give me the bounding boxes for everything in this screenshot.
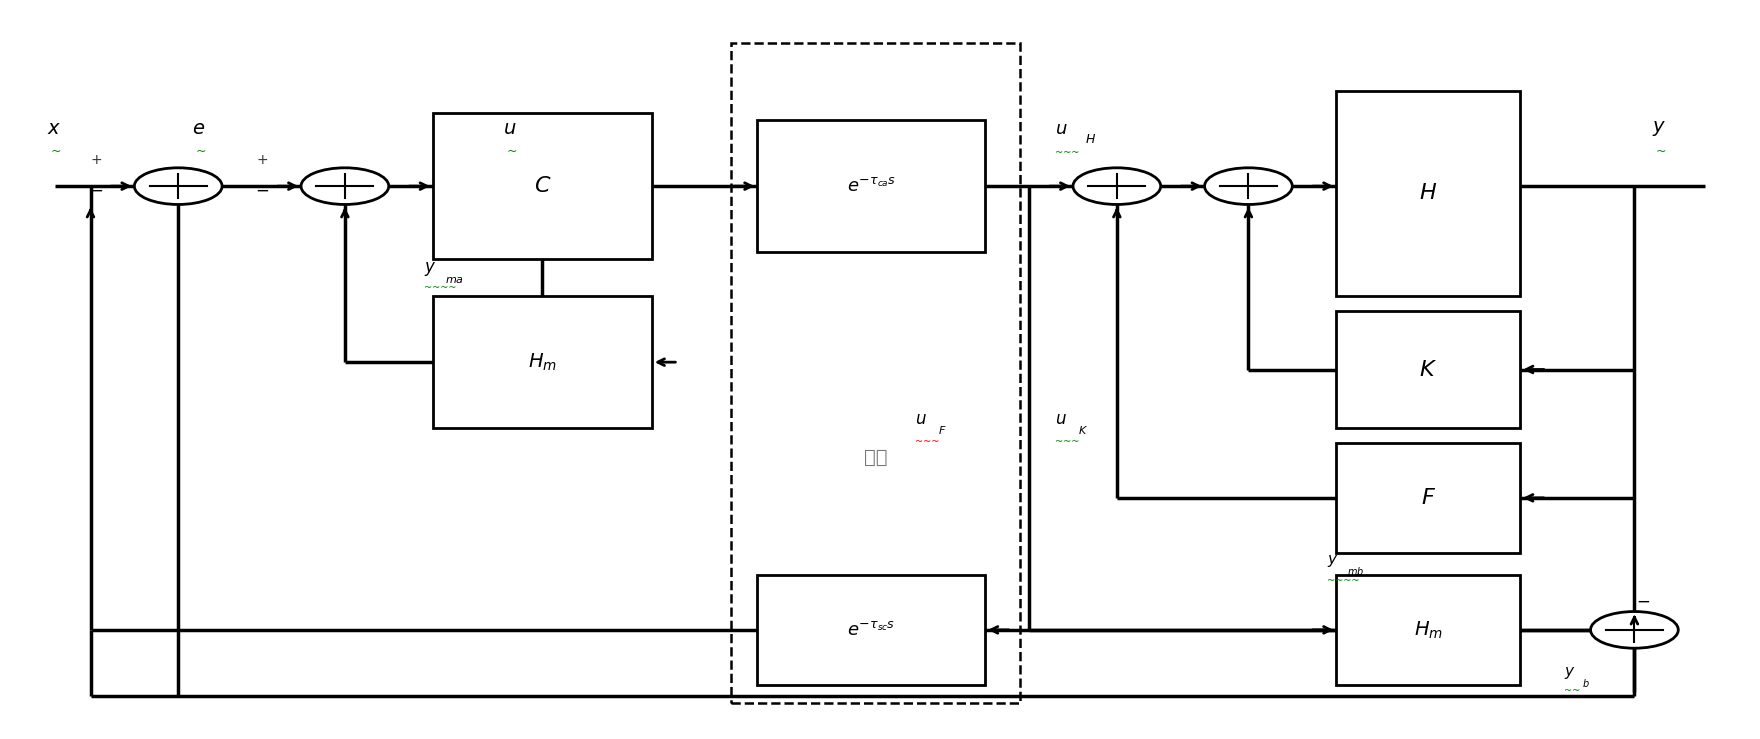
Bar	[757, 120, 986, 252]
Text: $e^{-\tau_{ca}s}$: $e^{-\tau_{ca}s}$	[847, 177, 896, 195]
Text: ~: ~	[195, 146, 206, 158]
Text: ~~~: ~~~	[1056, 149, 1081, 158]
Text: ~: ~	[1656, 146, 1667, 158]
Text: $-$: $-$	[255, 181, 269, 199]
Text: $y$: $y$	[424, 260, 436, 278]
Text: ~~~~: ~~~~	[424, 282, 456, 293]
Circle shape	[1591, 612, 1679, 648]
Text: $u$: $u$	[915, 411, 928, 428]
Bar	[757, 575, 986, 685]
Text: $y$: $y$	[1565, 665, 1575, 681]
Text: $b$: $b$	[1582, 676, 1589, 689]
Text: ~~~~: ~~~~	[1327, 576, 1360, 586]
Text: $H$: $H$	[1086, 133, 1096, 146]
Text: $H$: $H$	[1419, 183, 1438, 205]
Text: $C$: $C$	[533, 175, 551, 197]
Circle shape	[1204, 168, 1292, 205]
Bar	[1336, 91, 1521, 296]
Text: $mb$: $mb$	[1346, 565, 1364, 577]
Text: $F$: $F$	[1420, 487, 1436, 509]
Text: $-$: $-$	[1637, 591, 1651, 610]
Bar	[1336, 443, 1521, 553]
Text: $e$: $e$	[192, 120, 206, 138]
Text: $u$: $u$	[503, 120, 516, 138]
Circle shape	[1074, 168, 1160, 205]
Text: ~: ~	[49, 146, 60, 158]
Text: $y$: $y$	[1653, 120, 1667, 138]
Text: $+$: $+$	[257, 154, 269, 168]
Bar	[1336, 575, 1521, 685]
Text: $+$: $+$	[90, 154, 102, 168]
Text: ~~: ~~	[1565, 686, 1580, 696]
Text: $x$: $x$	[46, 120, 62, 138]
Circle shape	[301, 168, 389, 205]
Text: $K$: $K$	[1079, 423, 1088, 435]
Text: ~~~: ~~~	[915, 437, 940, 446]
Bar	[1336, 311, 1521, 428]
Text: $-$: $-$	[88, 181, 102, 199]
Text: 网络: 网络	[864, 448, 887, 467]
Text: ~~~: ~~~	[1056, 437, 1081, 446]
Text: $H_m$: $H_m$	[528, 352, 556, 372]
Text: $e^{-\tau_{sc}s}$: $e^{-\tau_{sc}s}$	[847, 621, 896, 639]
Bar	[433, 113, 651, 259]
Text: $y$: $y$	[1327, 553, 1339, 569]
Text: $K$: $K$	[1419, 358, 1438, 381]
Text: $F$: $F$	[938, 423, 947, 435]
Text: $ma$: $ma$	[445, 275, 465, 285]
Bar	[730, 43, 1021, 704]
Text: $u$: $u$	[1056, 411, 1067, 428]
Circle shape	[134, 168, 222, 205]
Bar	[433, 296, 651, 428]
Text: $H_m$: $H_m$	[1413, 619, 1443, 641]
Text: $u$: $u$	[1056, 120, 1068, 138]
Text: ~: ~	[507, 146, 517, 158]
